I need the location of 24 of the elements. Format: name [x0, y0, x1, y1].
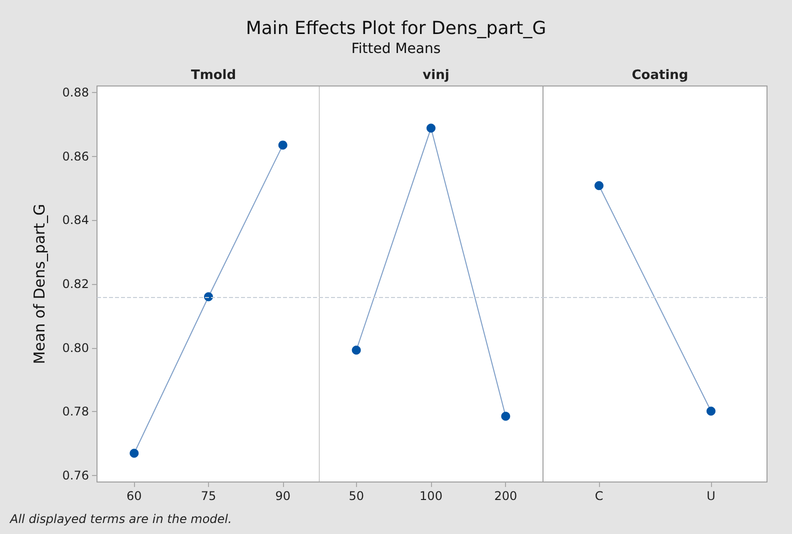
point: [278, 140, 288, 150]
x-tick-label: C: [594, 489, 604, 503]
x-tick-label: 75: [200, 489, 216, 503]
x-tick-label: U: [706, 489, 716, 503]
y-tick-label: 0.86: [62, 149, 89, 164]
y-tick-label: 0.76: [62, 468, 89, 483]
x-tick-label: 200: [494, 489, 518, 503]
y-axis-title: Mean of Dens_part_G: [30, 204, 48, 364]
chart-subtitle: Fitted Means: [351, 41, 441, 57]
x-tick-label: 60: [126, 489, 142, 503]
y-tick-label: 0.80: [62, 340, 89, 355]
y-tick-label: 0.82: [62, 277, 89, 291]
chart-title: Main Effects Plot for Dens_part_G: [246, 18, 546, 39]
x-tick-label: 90: [275, 489, 290, 503]
x-tick-label: 100: [420, 489, 442, 503]
y-tick-label: 0.84: [62, 213, 89, 228]
y-tick-label: 0.88: [62, 85, 89, 100]
x-tick-label: 50: [348, 489, 364, 503]
x-axis-title: vinj: [422, 68, 450, 83]
x-axis-title: Tmold: [190, 68, 236, 83]
point: [130, 448, 139, 458]
text: All displayed terms are in the model.: [10, 512, 232, 526]
y-tick-label: 0.78: [62, 404, 89, 419]
x-axis-title: Coating: [632, 68, 688, 83]
